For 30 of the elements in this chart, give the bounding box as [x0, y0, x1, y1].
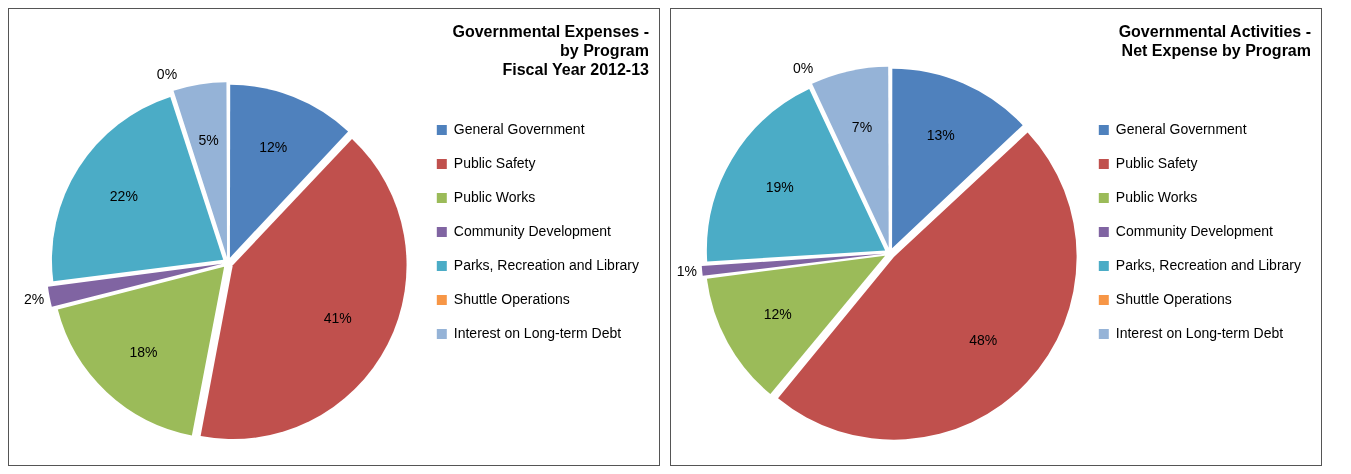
legend-label: Public Works	[453, 188, 536, 205]
data-label: 7%	[851, 119, 873, 136]
legend-label: Community Development	[453, 222, 612, 239]
data-label: 41%	[323, 309, 352, 326]
legend-label: Parks, Recreation and Library	[453, 256, 639, 273]
text: 0%	[156, 66, 178, 83]
data-label: 12%	[763, 305, 792, 322]
data-label: 1%	[676, 263, 698, 280]
legend-label: Public Works	[1115, 188, 1198, 205]
legend-label: General Government	[453, 120, 585, 137]
legend-label: Public Safety	[453, 154, 536, 171]
chart-title: Governmental Activities - Net Expense by Program	[1118, 23, 1311, 60]
text: 0%	[792, 59, 814, 76]
data-label: 5%	[198, 131, 219, 148]
data-label: 13%	[926, 126, 955, 143]
data-label: 22%	[109, 187, 138, 204]
data-label: 2%	[24, 290, 45, 307]
legend-label: Parks, Recreation and Library	[1115, 256, 1301, 273]
legend-label: Public Safety	[1115, 154, 1198, 171]
legend-label: Community Development	[1115, 222, 1274, 239]
legend-label: General Government	[1115, 120, 1247, 137]
legend-label: Shuttle Operations	[1115, 290, 1232, 307]
legend-label: Interest on Long-term Debt	[1115, 324, 1284, 341]
data-label: 19%	[765, 178, 794, 195]
data-label: 18%	[129, 343, 158, 360]
data-label: 48%	[969, 331, 998, 348]
legend-label: Shuttle Operations	[453, 290, 570, 307]
data-label: 12%	[259, 139, 288, 156]
chart-title: Governmental Expenses - by Program Fiscal Year 2012-13	[452, 23, 650, 79]
legend-label: Interest on Long-term Debt	[453, 324, 622, 341]
